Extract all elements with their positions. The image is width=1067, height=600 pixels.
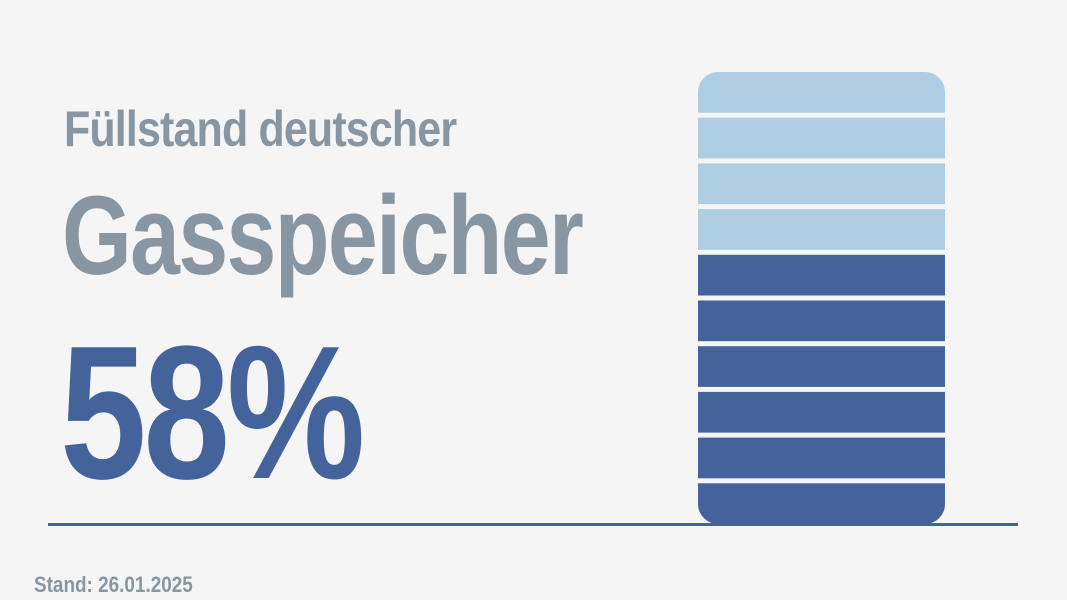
tank-segment-filled <box>698 483 945 524</box>
date-stamp: Stand: 26.01.2025 <box>34 572 193 597</box>
title-line-1: Füllstand deutscher <box>64 101 457 157</box>
tank-segment-empty <box>698 117 945 159</box>
tank-segment-filled <box>698 300 945 342</box>
title-line-2: Gasspeicher <box>62 173 584 298</box>
fill-level-value: 58% <box>60 307 365 519</box>
tank-segment-empty <box>698 209 945 250</box>
baseline-rule <box>48 523 1018 526</box>
storage-tank-gauge <box>698 72 945 524</box>
tank-segment-empty <box>698 72 945 113</box>
tank-segment-filled <box>698 346 945 387</box>
tank-segment-filled <box>698 391 945 433</box>
tank-svg <box>698 72 945 524</box>
tank-segment-filled <box>698 254 945 296</box>
tank-segment-empty <box>698 163 945 205</box>
tank-segment-filled <box>698 437 945 479</box>
